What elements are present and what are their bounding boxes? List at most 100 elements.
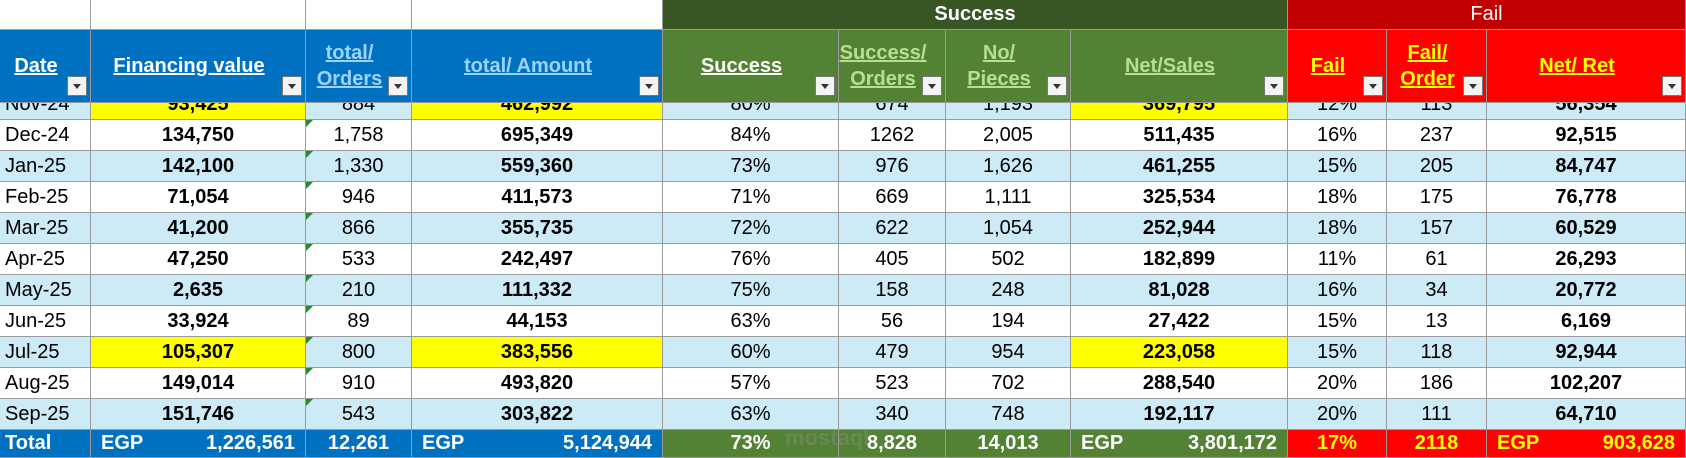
cell[interactable]: 192,117 [1071,399,1288,430]
cell[interactable]: 71% [663,182,839,213]
cell[interactable]: 954 [946,337,1071,368]
cell[interactable]: 11% [1288,244,1387,275]
cell[interactable]: 134,750 [91,120,306,151]
cell[interactable]: 946 [306,182,412,213]
cell[interactable]: 41,200 [91,213,306,244]
cell[interactable]: 511,435 [1071,120,1288,151]
cell[interactable]: 411,573 [412,182,663,213]
cell[interactable]: 523 [839,368,946,399]
filter-button[interactable] [1463,76,1483,96]
cell[interactable]: 175 [1387,182,1487,213]
cell[interactable]: 702 [946,368,1071,399]
column-header[interactable]: Net/Sales [1071,30,1288,103]
cell[interactable]: 800 [306,337,412,368]
cell[interactable]: 210 [306,275,412,306]
cell[interactable]: 81,028 [1071,275,1288,306]
cell[interactable]: 105,307 [91,337,306,368]
cell[interactable]: 60,529 [1487,213,1686,244]
cell[interactable]: 559,360 [412,151,663,182]
cell[interactable]: 20% [1288,368,1387,399]
filter-button[interactable] [815,76,835,96]
cell[interactable]: 75% [663,275,839,306]
cell[interactable]: 866 [306,213,412,244]
cell[interactable]: 340 [839,399,946,430]
cell[interactable]: 111,332 [412,275,663,306]
total-cell[interactable]: 17% [1288,430,1387,458]
cell[interactable]: 76,778 [1487,182,1686,213]
cell[interactable]: 56 [839,306,946,337]
cell[interactable]: 27,422 [1071,306,1288,337]
total-cell[interactable]: 14,013 [946,430,1071,458]
cell[interactable]: 84,747 [1487,151,1686,182]
cell[interactable]: 13 [1387,306,1487,337]
cell[interactable]: Aug-25 [0,368,91,399]
cell[interactable]: 15% [1288,337,1387,368]
filter-button[interactable] [1363,76,1383,96]
cell[interactable]: 18% [1288,213,1387,244]
column-header[interactable]: Fail [1288,30,1387,103]
column-header[interactable]: total/ Amount [412,30,663,103]
total-cell[interactable]: EGP 903,628 [1487,430,1686,458]
cell[interactable]: 461,255 [1071,151,1288,182]
cell[interactable]: 47,250 [91,244,306,275]
filter-button[interactable] [922,76,942,96]
cell[interactable]: 237 [1387,120,1487,151]
cell[interactable]: 84% [663,120,839,151]
cell[interactable]: 748 [946,399,1071,430]
cell[interactable]: May-25 [0,275,91,306]
cell[interactable]: 15% [1288,151,1387,182]
cell[interactable]: 20% [1288,399,1387,430]
cell[interactable]: 493,820 [412,368,663,399]
cell[interactable]: Dec-24 [0,120,91,151]
cell[interactable]: 303,822 [412,399,663,430]
filter-button[interactable] [1662,76,1682,96]
total-cell[interactable]: EGP 1,226,561 [91,430,306,458]
total-cell[interactable]: Total [0,430,91,458]
cell[interactable]: 325,534 [1071,182,1288,213]
cell[interactable]: 1,054 [946,213,1071,244]
cell[interactable]: 102,207 [1487,368,1686,399]
column-header[interactable]: Success/ Orders [839,30,946,103]
cell[interactable]: 63% [663,399,839,430]
cell[interactable]: 57% [663,368,839,399]
cell[interactable]: 157 [1387,213,1487,244]
cell[interactable]: 33,924 [91,306,306,337]
column-header[interactable]: Financing value [91,30,306,103]
cell[interactable]: 223,058 [1071,337,1288,368]
cell[interactable]: 63% [663,306,839,337]
cell[interactable]: 151,746 [91,399,306,430]
cell[interactable]: 182,899 [1071,244,1288,275]
column-header[interactable]: Fail/ Order [1387,30,1487,103]
filter-button[interactable] [67,76,87,96]
cell[interactable]: 1,758 [306,120,412,151]
cell[interactable]: 194 [946,306,1071,337]
total-cell[interactable]: 12,261 [306,430,412,458]
cell[interactable]: 976 [839,151,946,182]
cell[interactable]: 288,540 [1071,368,1288,399]
cell[interactable]: 6,169 [1487,306,1686,337]
cell[interactable]: 1,330 [306,151,412,182]
cell[interactable]: 248 [946,275,1071,306]
cell[interactable]: 118 [1387,337,1487,368]
cell[interactable]: 2,635 [91,275,306,306]
cell[interactable]: 89 [306,306,412,337]
cell[interactable]: 622 [839,213,946,244]
cell[interactable]: 1262 [839,120,946,151]
cell[interactable]: 72% [663,213,839,244]
cell[interactable]: 479 [839,337,946,368]
cell[interactable]: 405 [839,244,946,275]
cell[interactable]: 60% [663,337,839,368]
cell[interactable]: 111 [1387,399,1487,430]
total-cell[interactable]: 8,828 [839,430,946,458]
cell[interactable]: 92,515 [1487,120,1686,151]
cell[interactable]: 252,944 [1071,213,1288,244]
cell[interactable]: Apr-25 [0,244,91,275]
cell[interactable]: 910 [306,368,412,399]
cell[interactable]: 543 [306,399,412,430]
cell[interactable]: Jan-25 [0,151,91,182]
cell[interactable]: Jun-25 [0,306,91,337]
cell[interactable]: Feb-25 [0,182,91,213]
column-header[interactable]: Net/ Ret [1487,30,1686,103]
total-cell[interactable]: 73% [663,430,839,458]
column-header[interactable]: Date [0,30,91,103]
